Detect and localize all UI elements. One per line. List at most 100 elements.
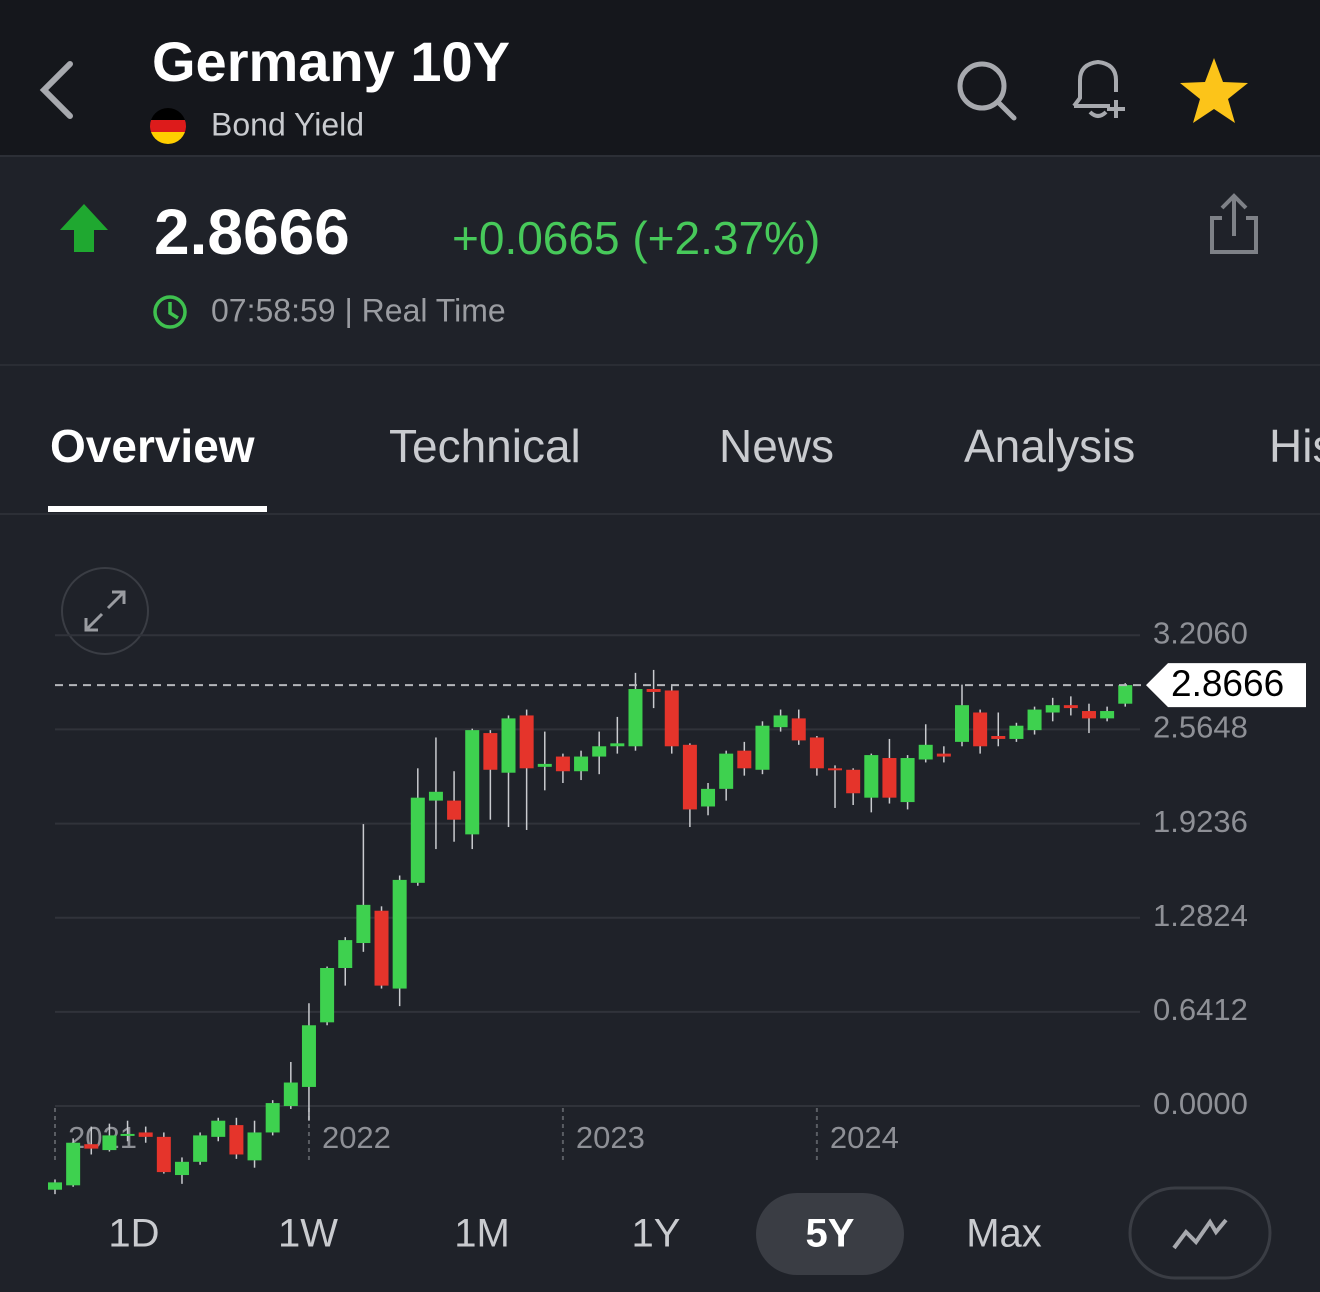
x-tick-label: 2022 — [322, 1120, 391, 1155]
tab[interactable]: His — [1269, 420, 1320, 472]
range-button[interactable]: 5Y — [806, 1212, 855, 1256]
price: 2.8666 — [154, 196, 350, 268]
candle-body — [628, 689, 643, 747]
range-button[interactable]: Max — [966, 1212, 1042, 1256]
candle-body — [1100, 711, 1115, 719]
candle-body — [828, 768, 843, 771]
subtitle: Bond Yield — [211, 106, 364, 142]
candle-body — [247, 1132, 262, 1161]
range-button[interactable]: 1M — [454, 1212, 510, 1256]
back-button[interactable] — [39, 61, 73, 119]
y-tick-label: 1.9236 — [1153, 804, 1248, 839]
candle-body — [211, 1120, 226, 1137]
tab[interactable]: Analysis — [964, 420, 1135, 472]
candle-body — [410, 797, 425, 883]
candle-body — [519, 715, 534, 769]
tab[interactable]: Overview — [50, 420, 255, 472]
candle-body — [374, 910, 389, 986]
tab[interactable]: Technical — [389, 420, 581, 472]
candle-body — [791, 718, 806, 741]
change: +0.0665 (+2.37%) — [452, 212, 820, 264]
candle-body — [1118, 685, 1133, 704]
current-label: 2.8666 — [1171, 663, 1284, 704]
candle-body — [610, 743, 625, 747]
range-button[interactable]: 1D — [108, 1212, 159, 1256]
y-tick-label: 2.5648 — [1153, 710, 1248, 745]
candle-body — [574, 756, 589, 772]
candle-body — [138, 1132, 153, 1137]
range-highlight — [756, 1193, 904, 1275]
candle-body — [338, 940, 353, 968]
candle-body — [301, 1025, 316, 1087]
candle-body — [1063, 705, 1078, 709]
candle-body — [1009, 725, 1024, 739]
y-tick-label: 0.6412 — [1153, 992, 1248, 1027]
candle-body — [174, 1161, 189, 1176]
candle-body — [283, 1082, 298, 1107]
expand-button[interactable] — [61, 567, 149, 655]
chart-style-button[interactable] — [1128, 1186, 1272, 1280]
candle-body — [936, 753, 951, 757]
candle-body — [1045, 705, 1060, 713]
candle-body — [156, 1136, 171, 1173]
candle-body — [809, 737, 824, 769]
candle-body — [465, 730, 480, 835]
share-button[interactable] — [1210, 193, 1258, 254]
candle-body — [955, 705, 969, 742]
tab-indicator — [48, 506, 267, 512]
candle-body — [193, 1135, 208, 1162]
candle-body — [682, 744, 697, 810]
tab[interactable]: News — [719, 420, 834, 472]
candle-body — [755, 725, 770, 770]
candle-body — [882, 758, 897, 798]
candle-body — [737, 750, 752, 769]
candle-body — [900, 758, 915, 803]
clock — [153, 295, 187, 329]
candle-body — [973, 712, 988, 747]
flag — [150, 108, 186, 144]
candle-body — [66, 1142, 81, 1186]
candle-body — [719, 753, 734, 789]
candle-body — [102, 1135, 117, 1151]
candle-body — [320, 968, 335, 1023]
candle-body — [392, 879, 407, 989]
alert-button[interactable] — [1072, 59, 1125, 118]
range-button[interactable]: 1Y — [632, 1212, 681, 1256]
current-tag — [1146, 663, 1306, 708]
candle-body — [84, 1144, 99, 1149]
candle-body — [773, 715, 788, 728]
candle-body — [229, 1125, 244, 1155]
x-tick-label: 2023 — [576, 1120, 645, 1155]
candle-body — [447, 800, 462, 820]
candle-body — [537, 763, 552, 767]
search-button[interactable] — [957, 61, 1017, 121]
candle-body — [120, 1133, 135, 1136]
candle-body — [646, 689, 661, 692]
y-tick-label: 1.2824 — [1153, 898, 1248, 933]
candle-body — [356, 904, 371, 944]
candle-body — [1027, 709, 1042, 731]
timestamp: 07:58:59 | Real Time — [211, 292, 506, 328]
candle-body — [864, 755, 879, 798]
candle-body — [701, 788, 716, 807]
candle-body — [918, 744, 933, 760]
favorite-button[interactable] — [1180, 58, 1248, 123]
title: Germany 10Y — [152, 30, 510, 93]
candle-body — [1081, 711, 1096, 719]
range-button[interactable]: 1W — [278, 1212, 338, 1256]
candle-body — [592, 746, 607, 757]
candle-body — [265, 1103, 280, 1133]
y-tick-label: 0.0000 — [1153, 1086, 1248, 1121]
up-arrow — [60, 204, 108, 252]
candle-body — [501, 718, 516, 773]
candle-body — [483, 733, 498, 770]
candle-body — [555, 756, 570, 772]
y-tick-label: 3.2060 — [1153, 615, 1248, 650]
candle-body — [991, 736, 1006, 739]
candle-body — [846, 769, 861, 794]
top-bar — [0, 0, 1320, 156]
candle-body — [664, 690, 679, 747]
x-tick-label: 2024 — [830, 1120, 899, 1155]
